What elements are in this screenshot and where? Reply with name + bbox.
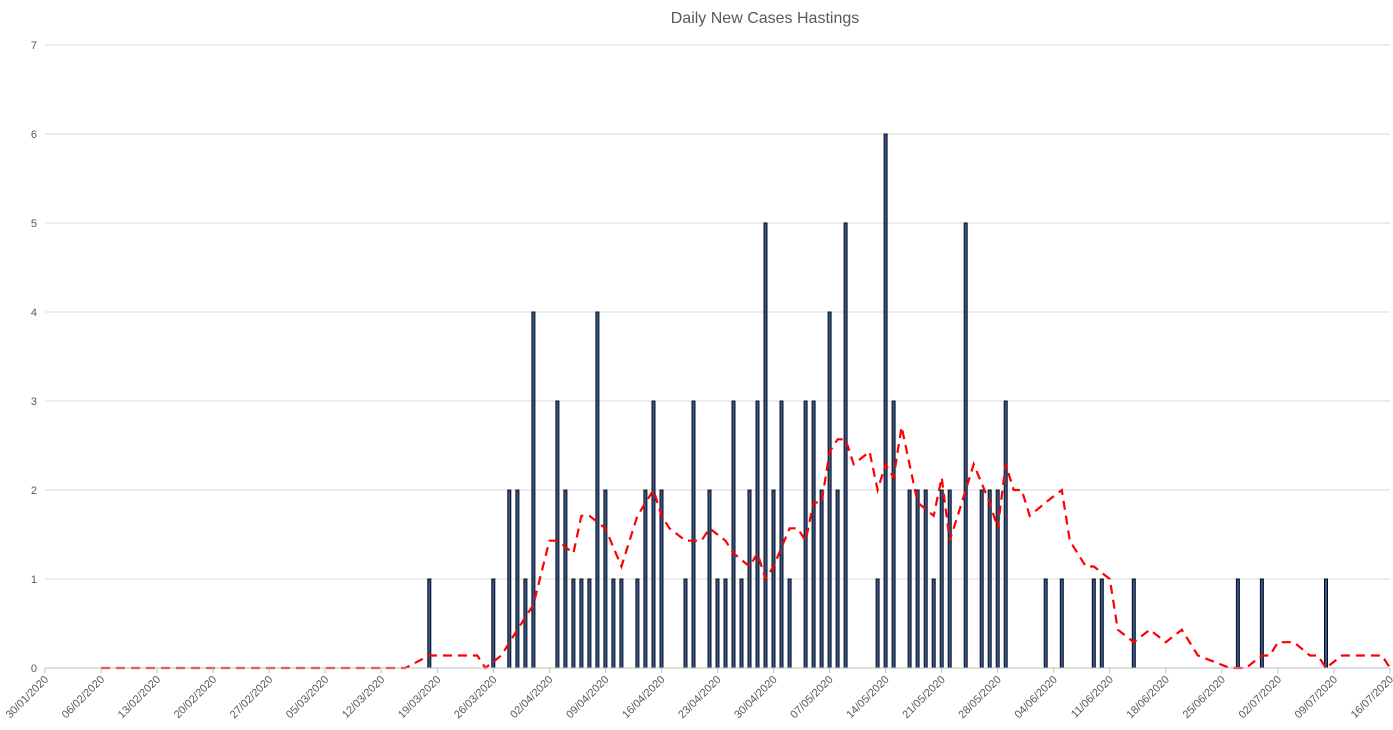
x-tick-label: 11/06/2020	[1069, 674, 1116, 721]
bar	[947, 489, 952, 669]
bar	[931, 578, 936, 669]
x-tick-label: 16/04/2020	[620, 674, 667, 721]
bar	[1003, 400, 1008, 669]
bar	[611, 578, 616, 669]
bar	[579, 578, 584, 669]
bar	[907, 489, 912, 669]
bar	[995, 489, 1000, 669]
y-axis-ticks: 0 1 2 3 4 5 6 7	[31, 40, 37, 675]
x-tick-label: 25/06/2020	[1181, 674, 1228, 721]
bar	[707, 489, 712, 669]
bar	[811, 400, 816, 669]
bar	[739, 578, 744, 669]
x-tick-label: 07/05/2020	[788, 674, 835, 721]
bar	[923, 489, 928, 669]
bar	[891, 400, 896, 669]
y-tick-label: 0	[31, 663, 37, 675]
bar	[771, 489, 776, 669]
average-line	[101, 426, 1391, 670]
bar	[651, 400, 656, 669]
bar	[819, 489, 824, 669]
bar	[643, 489, 648, 669]
bar	[555, 400, 560, 669]
x-tick-label: 28/05/2020	[956, 674, 1003, 721]
x-tick-label: 09/04/2020	[564, 674, 611, 721]
bar	[523, 578, 528, 669]
x-tick-label: 16/07/2020	[1349, 674, 1393, 721]
chart-title: Daily New Cases Hastings	[671, 10, 860, 27]
bar	[507, 489, 512, 669]
bar	[1043, 578, 1048, 669]
bar	[779, 400, 784, 669]
gridlines	[45, 44, 1390, 580]
x-tick-label: 19/03/2020	[396, 674, 443, 721]
x-tick-label: 05/03/2020	[284, 674, 331, 721]
bar	[939, 489, 944, 669]
x-tick-label: 26/03/2020	[452, 674, 499, 721]
x-tick-label: 30/04/2020	[732, 674, 779, 721]
y-tick-label: 2	[31, 485, 37, 497]
bar	[1324, 578, 1328, 669]
x-tick-label: 02/04/2020	[508, 674, 555, 721]
bar	[595, 311, 600, 669]
x-tick-label: 21/05/2020	[900, 674, 947, 721]
bar	[987, 489, 992, 669]
bar	[755, 400, 760, 669]
bar	[571, 578, 576, 669]
x-tick-label: 23/04/2020	[676, 674, 723, 721]
x-tick-label: 04/06/2020	[1012, 674, 1059, 721]
bar	[1131, 578, 1136, 669]
daily-cases-bars	[427, 133, 1328, 669]
bar	[531, 311, 536, 669]
bar	[683, 578, 688, 669]
x-tick-label: 27/02/2020	[228, 674, 275, 721]
y-tick-label: 5	[31, 218, 37, 230]
bar	[603, 489, 608, 669]
x-tick-label: 06/02/2020	[60, 674, 107, 721]
x-tick-label: 02/07/2020	[1237, 674, 1284, 721]
bar	[619, 578, 624, 669]
bar	[979, 489, 984, 669]
bar	[731, 400, 736, 669]
bar	[491, 578, 496, 669]
x-tick-label: 09/07/2020	[1293, 674, 1340, 721]
y-tick-label: 6	[31, 129, 37, 141]
x-axis-ticks: 30/01/2020 06/02/2020 13/02/2020 20/02/2020…	[4, 668, 1393, 721]
bar	[1235, 578, 1240, 669]
bar	[1099, 578, 1104, 669]
bar	[715, 578, 720, 669]
bar	[691, 400, 696, 669]
bar	[563, 489, 568, 669]
bar	[747, 489, 752, 669]
y-tick-label: 4	[31, 307, 37, 319]
x-tick-label: 30/01/2020	[4, 674, 51, 721]
x-tick-label: 13/02/2020	[116, 674, 163, 721]
x-tick-label: 12/03/2020	[340, 674, 387, 721]
x-tick-label: 14/05/2020	[844, 674, 891, 721]
bar	[883, 133, 888, 669]
bar	[1091, 578, 1096, 669]
bar	[827, 311, 832, 669]
bar	[723, 578, 728, 669]
bar	[635, 578, 640, 669]
bar	[835, 489, 840, 669]
bar	[915, 489, 920, 669]
bar	[763, 222, 768, 669]
bar	[587, 578, 592, 669]
bar	[875, 578, 880, 669]
bar	[515, 489, 520, 669]
y-tick-label: 3	[31, 396, 37, 408]
x-tick-label: 20/02/2020	[172, 674, 219, 721]
bar	[963, 222, 968, 669]
bar	[787, 578, 792, 669]
y-tick-label: 7	[31, 40, 37, 52]
bar	[1059, 578, 1064, 669]
y-tick-label: 1	[31, 574, 37, 586]
x-tick-label: 18/06/2020	[1125, 674, 1172, 721]
